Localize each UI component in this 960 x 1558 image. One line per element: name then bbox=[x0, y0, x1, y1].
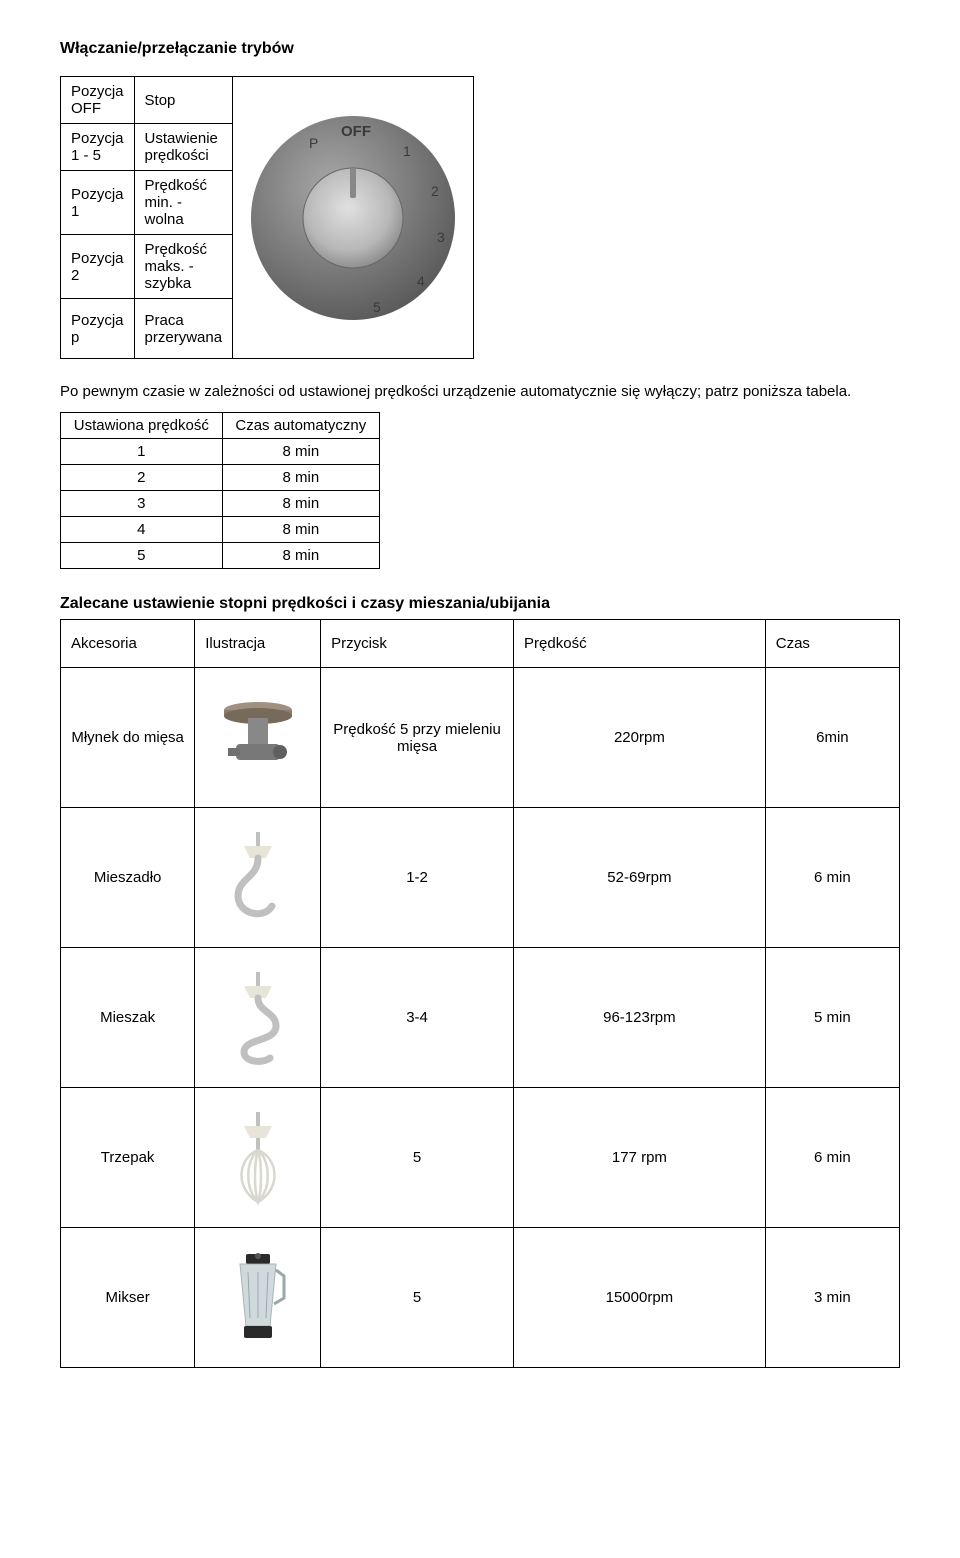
whisk-icon bbox=[218, 1108, 298, 1208]
table-cell: 8 min bbox=[222, 517, 379, 543]
acc-header: Ilustracja bbox=[195, 620, 321, 668]
dial-image-cell: P OFF 1 2 3 4 5 bbox=[233, 77, 474, 359]
modes-table: Pozycja OFF Stop bbox=[60, 76, 474, 359]
acc-time-cell: 6 min bbox=[765, 1088, 899, 1228]
table-cell: 8 min bbox=[222, 439, 379, 465]
accessories-table: Akcesoria Ilustracja Przycisk Prędkość C… bbox=[60, 619, 900, 1368]
acc-button-cell: 1-2 bbox=[321, 808, 514, 948]
acc-speed-cell: 177 rpm bbox=[514, 1088, 766, 1228]
svg-text:4: 4 bbox=[417, 273, 425, 289]
acc-header: Akcesoria bbox=[61, 620, 195, 668]
acc-name-cell: Mikser bbox=[61, 1228, 195, 1368]
acc-name-cell: Mieszadło bbox=[61, 808, 195, 948]
acc-speed-cell: 96-123rpm bbox=[514, 948, 766, 1088]
table-cell: 8 min bbox=[222, 465, 379, 491]
acc-name-cell: Młynek do mięsa bbox=[61, 668, 195, 808]
mode-pos-cell: Pozycja 1 - 5 bbox=[61, 124, 135, 171]
acc-illustration-cell bbox=[195, 1228, 321, 1368]
mode-desc-cell: Stop bbox=[134, 77, 233, 124]
acc-illustration-cell bbox=[195, 808, 321, 948]
speed-header: Ustawiona prędkość bbox=[61, 413, 223, 439]
svg-text:1: 1 bbox=[403, 143, 411, 159]
acc-speed-cell: 15000rpm bbox=[514, 1228, 766, 1368]
mode-pos-cell: Pozycja p bbox=[61, 299, 135, 359]
meat-grinder-icon bbox=[218, 688, 298, 788]
mode-desc-cell: Prędkość min. - wolna bbox=[134, 171, 233, 235]
dial-icon: P OFF 1 2 3 4 5 bbox=[243, 108, 463, 328]
auto-off-paragraph: Po pewnym czasie w zależności od ustawio… bbox=[60, 383, 900, 400]
acc-header: Czas bbox=[765, 620, 899, 668]
mode-desc-cell: Prędkość maks. - szybka bbox=[134, 235, 233, 299]
acc-time-cell: 6min bbox=[765, 668, 899, 808]
dough-hook-icon bbox=[218, 828, 298, 928]
acc-button-cell: 5 bbox=[321, 1228, 514, 1368]
acc-illustration-cell bbox=[195, 668, 321, 808]
acc-name-cell: Mieszak bbox=[61, 948, 195, 1088]
mode-pos-cell: Pozycja 1 bbox=[61, 171, 135, 235]
svg-text:OFF: OFF bbox=[341, 123, 371, 140]
acc-name-cell: Trzepak bbox=[61, 1088, 195, 1228]
svg-text:P: P bbox=[309, 135, 318, 151]
acc-speed-cell: 52-69rpm bbox=[514, 808, 766, 948]
acc-speed-cell: 220rpm bbox=[514, 668, 766, 808]
acc-illustration-cell bbox=[195, 948, 321, 1088]
table-cell: 3 bbox=[61, 491, 223, 517]
acc-illustration-cell bbox=[195, 1088, 321, 1228]
mode-desc-cell: Ustawienie prędkości bbox=[134, 124, 233, 171]
acc-header: Przycisk bbox=[321, 620, 514, 668]
blender-icon bbox=[218, 1248, 298, 1348]
time-header: Czas automatyczny bbox=[222, 413, 379, 439]
mode-pos-cell: Pozycja 2 bbox=[61, 235, 135, 299]
table-cell: 8 min bbox=[222, 491, 379, 517]
table-cell: 1 bbox=[61, 439, 223, 465]
table-cell: 2 bbox=[61, 465, 223, 491]
acc-time-cell: 3 min bbox=[765, 1228, 899, 1368]
acc-time-cell: 5 min bbox=[765, 948, 899, 1088]
acc-header: Prędkość bbox=[514, 620, 766, 668]
acc-button-cell: 5 bbox=[321, 1088, 514, 1228]
svg-text:3: 3 bbox=[437, 229, 445, 245]
acc-time-cell: 6 min bbox=[765, 808, 899, 948]
table-cell: 5 bbox=[61, 543, 223, 569]
svg-text:5: 5 bbox=[373, 299, 381, 315]
acc-button-cell: 3-4 bbox=[321, 948, 514, 1088]
mode-desc-cell: Praca przerywana bbox=[134, 299, 233, 359]
mixing-hook-icon bbox=[218, 968, 298, 1068]
table-cell: 4 bbox=[61, 517, 223, 543]
acc-button-cell: Prędkość 5 przy mieleniu mięsa bbox=[321, 668, 514, 808]
table-cell: 8 min bbox=[222, 543, 379, 569]
speed-time-table: Ustawiona prędkość Czas automatyczny 18 … bbox=[60, 412, 380, 569]
accessories-title: Zalecane ustawienie stopni prędkości i c… bbox=[60, 595, 900, 613]
section-title: Włączanie/przełączanie trybów bbox=[60, 40, 900, 58]
svg-text:2: 2 bbox=[431, 183, 439, 199]
mode-pos-cell: Pozycja OFF bbox=[61, 77, 135, 124]
